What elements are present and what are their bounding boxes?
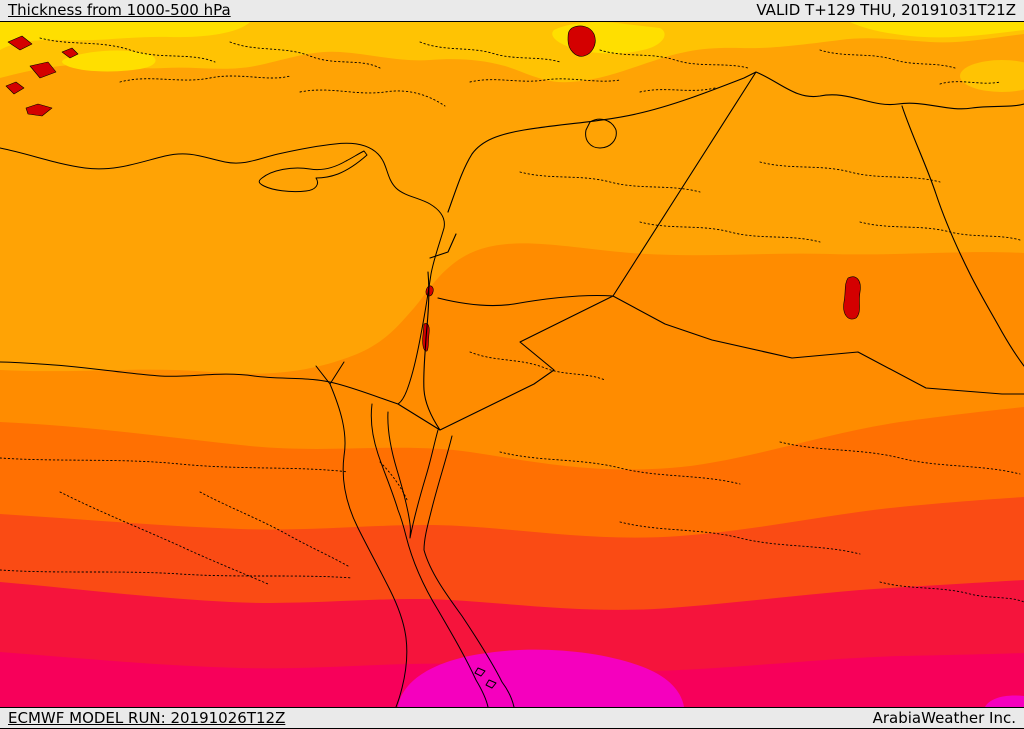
- coastline: [0, 142, 515, 707]
- admin-boundaries-dotted: [0, 37, 1024, 603]
- header-bar: Thickness from 1000-500 hPa VALID T+129 …: [0, 0, 1024, 22]
- brand-label: ArabiaWeather Inc.: [872, 708, 1016, 727]
- country-borders: [397, 71, 1024, 431]
- band-yellow-patch: [960, 60, 1024, 92]
- map-title: Thickness from 1000-500 hPa: [8, 1, 231, 19]
- footer-bar: ECMWF MODEL RUN: 20191026T12Z ArabiaWeat…: [0, 707, 1024, 729]
- valid-time-label: VALID T+129 THU, 20191031T21Z: [756, 1, 1016, 19]
- band-yellow: [0, 22, 1024, 83]
- thickness-map: [0, 22, 1024, 707]
- model-run-label: ECMWF MODEL RUN: 20191026T12Z: [8, 708, 286, 727]
- lake-outlines: [585, 118, 617, 149]
- band-bright-yellow: [0, 22, 1024, 72]
- map-area: [0, 22, 1024, 707]
- band-magenta: [398, 649, 1024, 707]
- nile-river: [315, 361, 408, 707]
- lakes-and-islands: [5, 25, 861, 352]
